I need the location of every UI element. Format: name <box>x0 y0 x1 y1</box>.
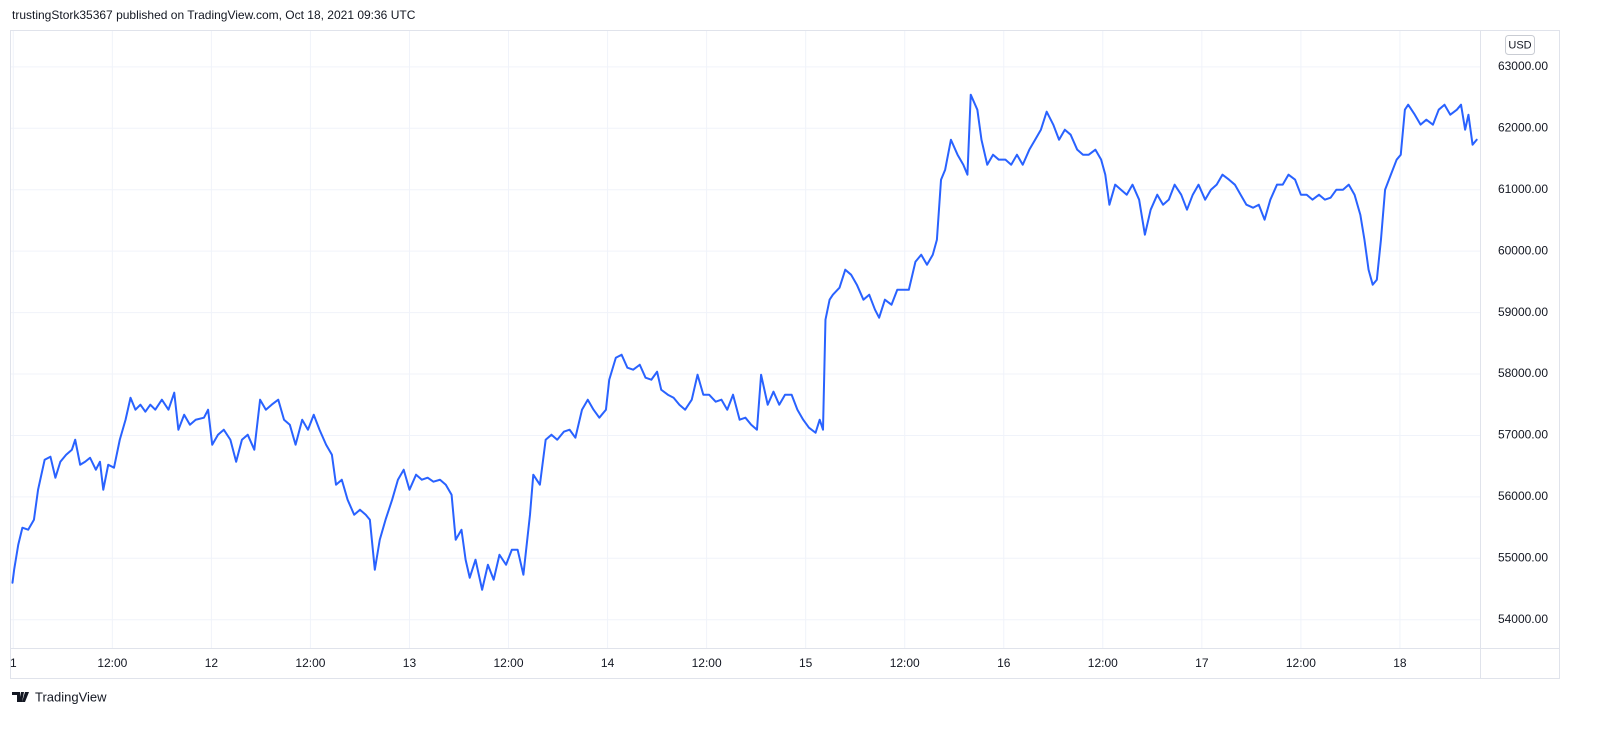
x-tick-label: 17 <box>1195 656 1209 670</box>
x-tick-label: 12:00 <box>1088 656 1118 670</box>
y-tick-label: 61000.00 <box>1498 182 1548 196</box>
price-line <box>11 93 1478 591</box>
y-tick-label: 56000.00 <box>1498 489 1548 503</box>
y-tick-label: 54000.00 <box>1498 612 1548 626</box>
x-tick-label: 12:00 <box>692 656 722 670</box>
footer-brand: TradingView <box>35 689 107 704</box>
x-tick-label: 16 <box>997 656 1011 670</box>
y-tick-label: 57000.00 <box>1498 428 1548 442</box>
y-tick-label: 62000.00 <box>1498 120 1548 134</box>
grid <box>10 30 1480 648</box>
x-tick-label: 12:00 <box>295 656 325 670</box>
x-tick-label: 13 <box>403 656 417 670</box>
y-tick-label: 58000.00 <box>1498 366 1548 380</box>
x-tick-label: 18 <box>1393 656 1407 670</box>
x-tick-label: 12:00 <box>890 656 920 670</box>
x-tick-label: 12 <box>205 656 219 670</box>
currency-label: USD <box>1508 39 1531 51</box>
footer-logo <box>12 692 29 702</box>
x-tick-label: 12:00 <box>1286 656 1316 670</box>
y-tick-label: 63000.00 <box>1498 59 1548 73</box>
x-tick-label: 1 <box>10 656 17 670</box>
x-tick-label: 12:00 <box>97 656 127 670</box>
y-tick-label: 59000.00 <box>1498 305 1548 319</box>
x-tick-label: 14 <box>601 656 615 670</box>
x-tick-label: 12:00 <box>494 656 524 670</box>
chart-frame <box>10 30 1560 679</box>
logo-icon <box>12 692 29 702</box>
currency-box <box>1505 35 1535 55</box>
chart-title: trustingStork35367 published on TradingV… <box>12 8 416 22</box>
x-tick-label: 15 <box>799 656 813 670</box>
y-tick-label: 55000.00 <box>1498 550 1548 564</box>
y-tick-label: 60000.00 <box>1498 243 1548 257</box>
